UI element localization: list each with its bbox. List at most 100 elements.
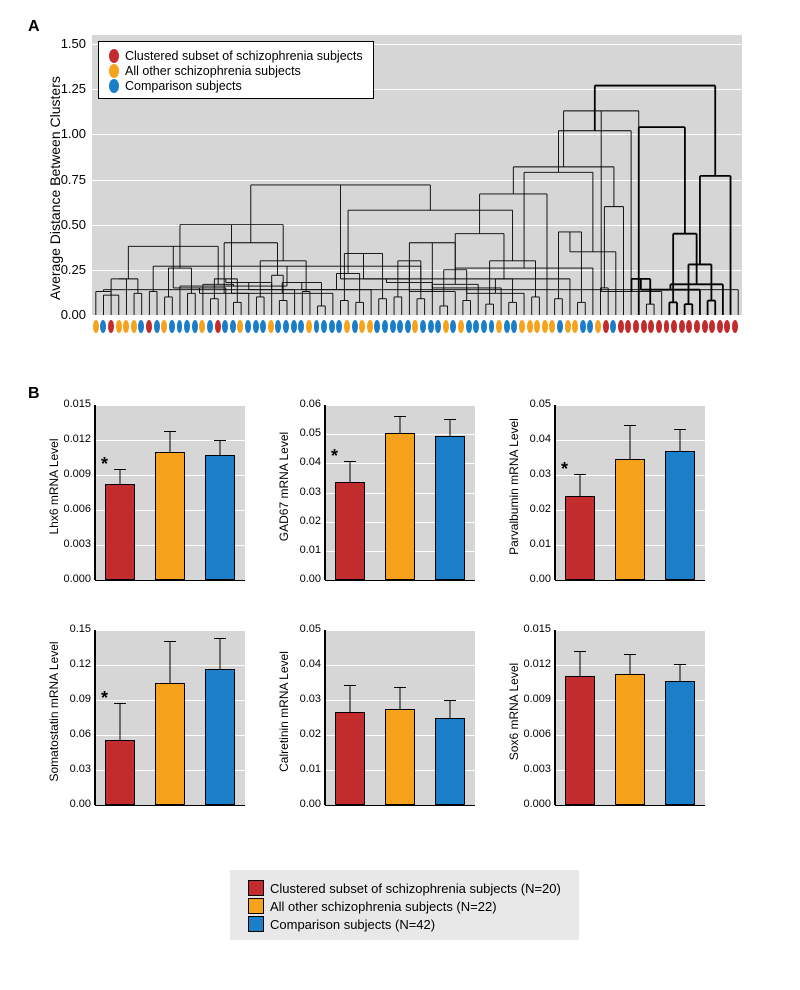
significance-asterisk: * — [101, 454, 108, 475]
subject-marker — [519, 320, 525, 333]
subject-marker — [648, 320, 654, 333]
subject-marker — [473, 320, 479, 333]
subject-marker — [405, 320, 411, 333]
legend-row: All other schizophrenia subjects — [109, 64, 363, 78]
legend-marker-square — [248, 916, 264, 932]
panel-b-label: B — [28, 385, 40, 403]
subject-marker — [336, 320, 342, 333]
legend-marker-ellipse — [109, 49, 119, 63]
subject-marker — [344, 320, 350, 333]
subject-marker — [565, 320, 571, 333]
subject-marker — [542, 320, 548, 333]
subject-marker — [93, 320, 99, 333]
subject-marker — [329, 320, 335, 333]
subject-marker — [679, 320, 685, 333]
subject-marker — [275, 320, 281, 333]
dendrogram-chart: 0.000.250.500.751.001.251.50 Average Dis… — [92, 35, 742, 315]
subject-marker — [671, 320, 677, 333]
legend-label: All other schizophrenia subjects — [125, 64, 301, 78]
bar — [565, 676, 595, 806]
subject-marker — [199, 320, 205, 333]
subject-marker — [709, 320, 715, 333]
y-axis-title: GAD67 mRNA Level — [277, 399, 291, 574]
legend-label: Clustered subset of schizophrenia subjec… — [125, 49, 363, 63]
subject-marker — [732, 320, 738, 333]
subject-marker-row — [92, 320, 742, 336]
subject-marker — [489, 320, 495, 333]
bar-chart: 0.000.030.060.090.120.15Somatostatin mRN… — [95, 630, 245, 805]
subject-marker — [291, 320, 297, 333]
subject-marker — [656, 320, 662, 333]
bar-chart: 0.0000.0030.0060.0090.0120.015Sox6 mRNA … — [555, 630, 705, 805]
subject-marker — [641, 320, 647, 333]
dendrogram-legend: Clustered subset of schizophrenia subjec… — [98, 41, 374, 99]
legend-marker-square — [248, 880, 264, 896]
subject-marker — [534, 320, 540, 333]
subject-marker — [511, 320, 517, 333]
subject-marker — [184, 320, 190, 333]
dendrogram-y-title: Average Distance Between Clusters — [47, 76, 63, 300]
panel-a-label: A — [28, 18, 40, 36]
significance-asterisk: * — [561, 459, 568, 480]
bar — [435, 436, 465, 580]
subject-marker — [580, 320, 586, 333]
subject-marker — [260, 320, 266, 333]
bar — [335, 482, 365, 580]
subject-marker — [298, 320, 304, 333]
subject-marker — [603, 320, 609, 333]
bar — [615, 459, 645, 580]
subject-marker — [481, 320, 487, 333]
bar — [435, 718, 465, 805]
subject-marker — [618, 320, 624, 333]
legend-label: All other schizophrenia subjects (N=22) — [270, 899, 497, 914]
subject-marker — [717, 320, 723, 333]
legend-marker-ellipse — [109, 64, 119, 78]
legend-label: Clustered subset of schizophrenia subjec… — [270, 881, 561, 896]
y-axis-title: Somatostatin mRNA Level — [47, 624, 61, 799]
subject-marker — [367, 320, 373, 333]
subject-marker — [686, 320, 692, 333]
legend-row: Comparison subjects (N=42) — [248, 916, 561, 932]
subject-marker — [527, 320, 533, 333]
bar — [105, 740, 135, 805]
subject-marker — [397, 320, 403, 333]
subject-marker — [549, 320, 555, 333]
y-axis-title: Calretinin mRNA Level — [277, 624, 291, 799]
subject-marker — [169, 320, 175, 333]
subject-marker — [374, 320, 380, 333]
subject-marker — [443, 320, 449, 333]
subject-marker — [237, 320, 243, 333]
subject-marker — [230, 320, 236, 333]
subject-marker — [420, 320, 426, 333]
y-axis-title: Lhx6 mRNA Level — [47, 399, 61, 574]
bar — [105, 484, 135, 580]
subject-marker — [450, 320, 456, 333]
bar — [155, 683, 185, 806]
legend-row: Comparison subjects — [109, 79, 363, 93]
subject-marker — [390, 320, 396, 333]
subject-marker — [215, 320, 221, 333]
subject-marker — [435, 320, 441, 333]
bar-chart: 0.000.010.020.030.040.050.06GAD67 mRNA L… — [325, 405, 475, 580]
bar — [665, 451, 695, 581]
subject-marker — [625, 320, 631, 333]
subject-marker — [352, 320, 358, 333]
legend-label: Comparison subjects (N=42) — [270, 917, 435, 932]
subject-marker — [108, 320, 114, 333]
subject-marker — [161, 320, 167, 333]
bar — [335, 712, 365, 805]
subject-marker — [724, 320, 730, 333]
legend-row: All other schizophrenia subjects (N=22) — [248, 898, 561, 914]
subject-marker — [496, 320, 502, 333]
bar-chart: 0.000.010.020.030.040.05Parvalbumin mRNA… — [555, 405, 705, 580]
subject-marker — [245, 320, 251, 333]
bar — [155, 452, 185, 580]
subject-marker — [504, 320, 510, 333]
legend-row: Clustered subset of schizophrenia subjec… — [109, 49, 363, 63]
y-axis-title: Sox6 mRNA Level — [507, 624, 521, 799]
legend-marker-ellipse — [109, 79, 119, 93]
subject-marker — [587, 320, 593, 333]
subject-marker — [177, 320, 183, 333]
bar — [205, 669, 235, 806]
subject-marker — [207, 320, 213, 333]
